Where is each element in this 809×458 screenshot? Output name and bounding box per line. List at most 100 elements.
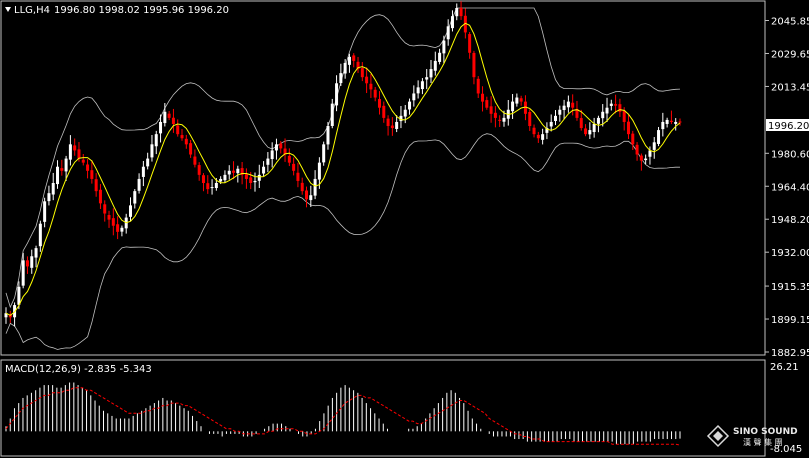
candle-body	[639, 155, 643, 161]
candle-body	[485, 100, 489, 108]
candle-body	[584, 128, 588, 135]
logo-sub-text: 漢 聲 集 團	[743, 437, 783, 447]
candle-body	[309, 195, 313, 201]
candle-body	[193, 156, 197, 165]
candle-body	[472, 52, 476, 78]
candle-body	[554, 115, 558, 121]
candle-body	[38, 223, 42, 247]
candle-body	[515, 97, 519, 104]
candle-body	[575, 108, 579, 118]
price-tick-label: 1915.35	[771, 282, 809, 293]
moving-average	[5, 22, 681, 316]
candle-body	[609, 103, 613, 106]
candle-body	[601, 111, 605, 119]
candle-body	[390, 125, 394, 129]
candle-body	[644, 158, 648, 161]
candle-body	[438, 52, 442, 62]
candle-body	[622, 110, 626, 122]
candle-body	[73, 145, 77, 151]
candle-body	[678, 121, 682, 123]
candle-body	[596, 117, 600, 124]
candle-body	[493, 112, 497, 118]
candle-body	[305, 190, 309, 200]
candle-body	[68, 144, 72, 160]
candle-body	[279, 143, 283, 149]
candle-body	[541, 134, 545, 140]
candle-body	[592, 123, 596, 133]
candle-body	[605, 107, 609, 114]
candle-body	[292, 163, 296, 171]
candle-body	[283, 148, 287, 155]
symbol-label: LLG,H4	[14, 5, 50, 16]
candle-body	[429, 69, 433, 78]
candle-body	[8, 314, 12, 318]
ma-line	[5, 22, 681, 316]
candle-body	[549, 121, 553, 127]
candle-body	[618, 104, 622, 112]
candle-body	[240, 168, 244, 175]
candle-body	[489, 106, 493, 114]
candle-body	[197, 165, 201, 175]
candle-body	[446, 26, 450, 40]
candle-body	[159, 121, 163, 134]
candle-body	[64, 158, 68, 172]
candle-body	[176, 125, 180, 135]
candle-body	[532, 127, 536, 135]
candle-body	[412, 93, 416, 101]
candle-body	[180, 135, 184, 139]
candle-body	[652, 142, 656, 150]
candle-body	[468, 34, 472, 53]
price-axis: 2045.85 2029.65 2013.45 1980.60 1964.40 1948.…	[765, 17, 809, 359]
candle-body	[133, 191, 137, 204]
candle-body	[420, 81, 424, 90]
candle-body	[674, 121, 678, 124]
candle-body	[81, 159, 85, 163]
candle-body	[352, 55, 356, 61]
candle-body	[481, 93, 485, 102]
candle-body	[502, 117, 506, 122]
price-tick-label: 1899.15	[771, 315, 809, 326]
logo-brand-text: SINO SOUND	[733, 427, 798, 437]
candle-body	[4, 313, 8, 318]
candle-body	[128, 205, 132, 217]
price-tick-label: 2045.85	[771, 17, 809, 28]
candle-body	[34, 248, 38, 258]
candle-body	[386, 118, 390, 127]
candle-body	[111, 218, 115, 226]
candle-body	[141, 166, 145, 177]
candle-body	[403, 109, 407, 117]
candle-body	[21, 260, 25, 286]
candle-body	[626, 121, 630, 135]
candle-body	[442, 40, 446, 54]
candle-body	[94, 179, 98, 192]
candle-body	[146, 158, 150, 167]
candle-body	[519, 98, 523, 102]
candle-body	[382, 105, 386, 118]
macd-label: MACD(12,26,9) -2.835 -5.343	[5, 364, 152, 375]
candle-body	[116, 224, 120, 232]
candle-body	[86, 164, 90, 171]
candle-body	[399, 115, 403, 122]
current-price-tag	[766, 119, 809, 131]
candle-body	[98, 189, 102, 204]
candle-body	[669, 120, 673, 122]
candle-body	[274, 144, 278, 151]
collapse-triangle-icon[interactable]	[5, 7, 11, 12]
candle-body	[313, 178, 317, 196]
macd-bottom-label: -8.045	[770, 444, 802, 455]
candle-body	[227, 170, 231, 175]
candle-body	[103, 204, 107, 214]
candle-body	[184, 138, 188, 145]
candle-body	[249, 177, 253, 184]
upper-band-line	[5, 7, 681, 309]
macd-histogram	[5, 382, 681, 445]
candle-body	[347, 56, 351, 65]
price-tick-label: 2013.45	[771, 82, 809, 93]
candle-body	[17, 286, 21, 305]
candle-body	[210, 187, 214, 189]
candle-body	[232, 170, 236, 173]
candle-body	[369, 83, 373, 90]
macd-signal-line	[5, 387, 681, 446]
bollinger-bands	[5, 7, 681, 350]
candle-body	[579, 118, 583, 129]
